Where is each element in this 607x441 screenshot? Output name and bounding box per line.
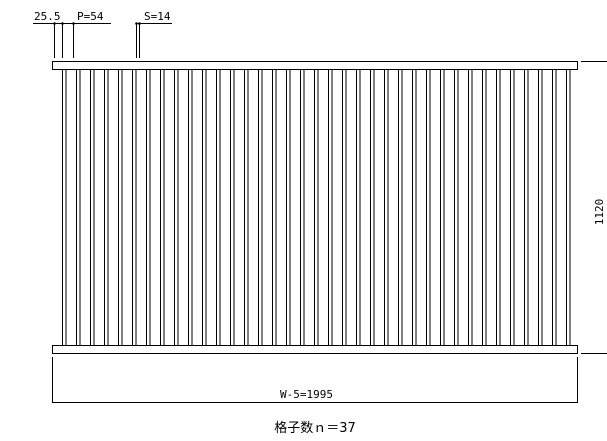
slat-dim-label: S=14 [144, 10, 171, 23]
dimension-tick-dots [53, 22, 141, 25]
slat [118, 69, 123, 346]
slat [356, 69, 361, 346]
top-dimension-annotations [33, 23, 172, 58]
slat [188, 69, 193, 346]
slat [258, 69, 263, 346]
slat [384, 69, 389, 346]
slat [552, 69, 557, 346]
slat [538, 69, 543, 346]
slat [104, 69, 109, 346]
slat [90, 69, 95, 346]
slat [202, 69, 207, 346]
height-dim-label: 1120 [593, 199, 606, 226]
slat [426, 69, 431, 346]
slat [286, 69, 291, 346]
slat [216, 69, 221, 346]
slat [482, 69, 487, 346]
slat [412, 69, 417, 346]
slat [300, 69, 305, 346]
slat [342, 69, 347, 346]
bottom-rail [52, 345, 578, 354]
slat [468, 69, 473, 346]
slat [440, 69, 445, 346]
slat [314, 69, 319, 346]
width-dimension [52, 357, 578, 403]
slat [146, 69, 151, 346]
slat [370, 69, 375, 346]
height-dimension [581, 61, 607, 354]
slat [160, 69, 165, 346]
slat [132, 69, 137, 346]
slat-group [62, 69, 571, 346]
slat [510, 69, 515, 346]
slat-count-caption: 格子数ｎ＝37 [274, 420, 356, 436]
pitch-dim-label: P=54 [77, 10, 104, 23]
slat [398, 69, 403, 346]
margin-dim-label: 25.5 [34, 10, 61, 23]
slat [566, 69, 571, 346]
top-rail [52, 61, 578, 70]
slat [272, 69, 277, 346]
slat [62, 69, 67, 346]
slat [230, 69, 235, 346]
slat [496, 69, 501, 346]
slat [244, 69, 249, 346]
slat [76, 69, 81, 346]
width-dim-label: W-5=1995 [280, 388, 333, 401]
slat [524, 69, 529, 346]
slat [174, 69, 179, 346]
slat [454, 69, 459, 346]
slat [328, 69, 333, 346]
